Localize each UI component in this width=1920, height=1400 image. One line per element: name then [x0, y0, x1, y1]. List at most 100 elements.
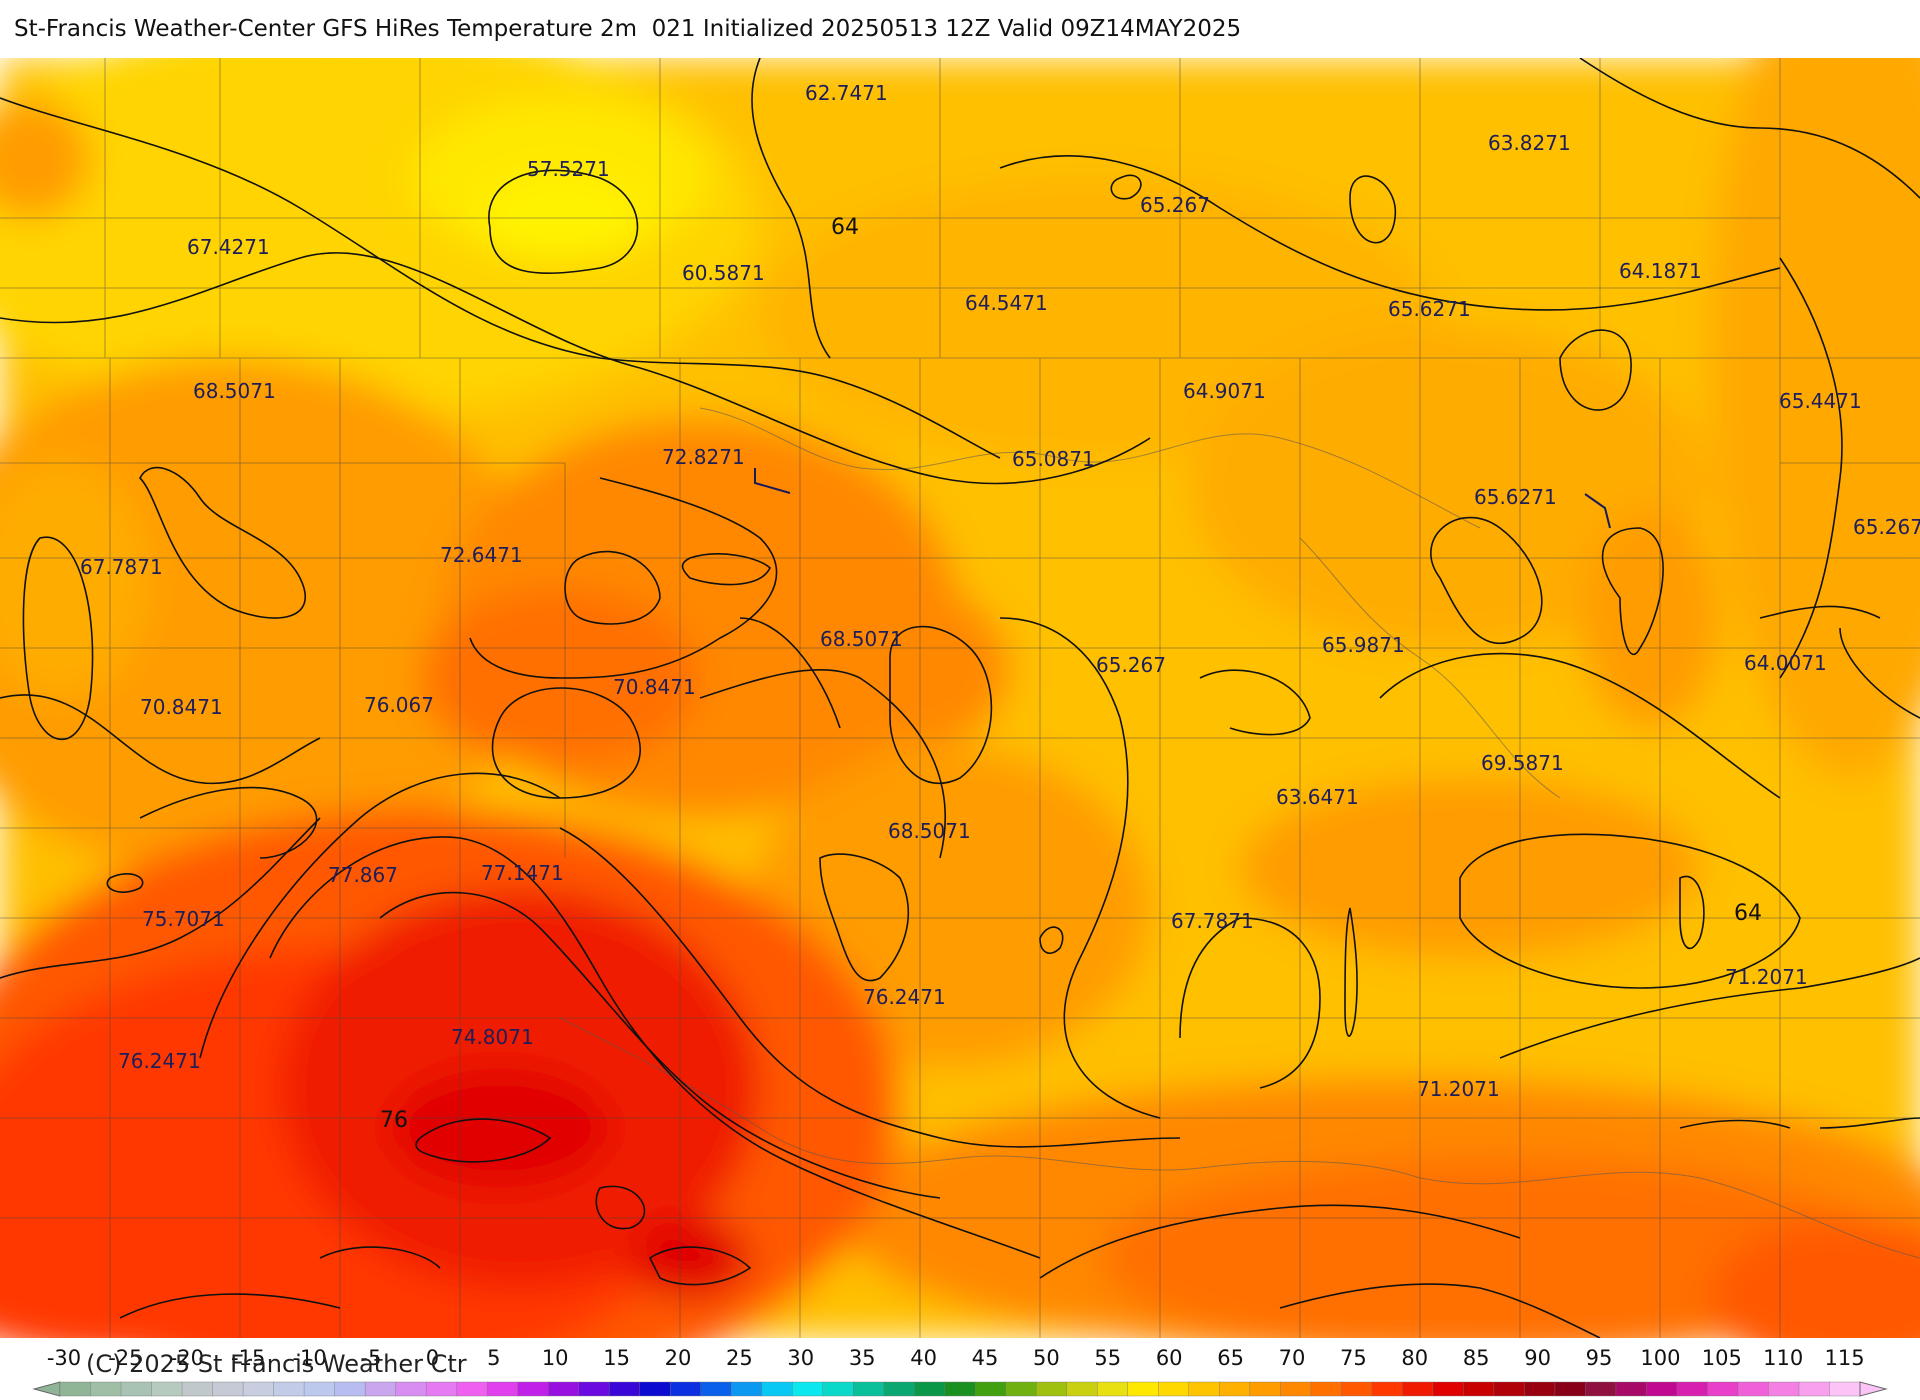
- colorbar-swatch: [1707, 1381, 1739, 1397]
- colorbar-tick-label: 75: [1340, 1346, 1367, 1370]
- colorbar-tick-label: -20: [169, 1346, 204, 1370]
- colorbar-swatch: [120, 1381, 153, 1397]
- colorbar-swatch: [181, 1381, 214, 1397]
- colorbar-tick-label: 25: [726, 1346, 753, 1370]
- colorbar-tick-label: -25: [108, 1346, 143, 1370]
- value-label: 60.5871: [682, 261, 765, 285]
- colorbar-swatch: [975, 1381, 1007, 1397]
- colorbar-swatch: [1188, 1381, 1221, 1397]
- colorbar-swatch: [395, 1381, 427, 1397]
- value-label: 69.5871: [1481, 751, 1564, 775]
- colorbar-swatch: [1615, 1381, 1648, 1397]
- value-label: 67.7871: [80, 555, 163, 579]
- colorbar-swatch: [425, 1381, 458, 1397]
- value-label: 75.7071: [142, 907, 225, 931]
- colorbar-swatch: [761, 1381, 793, 1397]
- value-label: 64: [1734, 901, 1762, 926]
- colorbar-swatch: [639, 1381, 671, 1397]
- colorbar-swatch: [151, 1381, 183, 1397]
- colorbar-swatch: [1829, 1381, 1861, 1397]
- colorbar-tick-label: 40: [910, 1346, 937, 1370]
- colorbar-tick-label: 115: [1824, 1346, 1865, 1370]
- value-label: 65.9871: [1322, 633, 1405, 657]
- colorbar-swatch: [578, 1381, 610, 1397]
- colorbar-swatch: [1493, 1381, 1526, 1397]
- colorbar-swatch: [364, 1381, 397, 1397]
- colorbar-tick-label: 30: [787, 1346, 815, 1370]
- colorbar-swatch: [822, 1381, 854, 1397]
- value-label: 64.1871: [1619, 259, 1702, 283]
- colorbar-swatch: [700, 1381, 732, 1397]
- value-label: 77.867: [328, 863, 398, 887]
- colorbar-swatch: [1768, 1381, 1800, 1397]
- rivers: [559, 407, 1920, 1259]
- value-label: 72.8271: [662, 445, 745, 469]
- copyright-text: (C) 2025 St Francis Weather Ctr: [86, 1350, 467, 1378]
- colorbar-swatch: [1524, 1381, 1556, 1397]
- colorbar-swatch: [853, 1381, 885, 1397]
- colorbar-swatch: [1127, 1381, 1160, 1397]
- colorbar-panel: (C) 2025 St Francis Weather Ctr -30 -25 -2…: [0, 1338, 1920, 1400]
- colorbar-swatch: [1554, 1381, 1587, 1397]
- colorbar-swatch: [1737, 1381, 1770, 1397]
- colorbar-tick-label: 65: [1217, 1346, 1244, 1370]
- colorbar-swatch: [1798, 1381, 1831, 1397]
- wind-barbs: [754, 468, 1611, 529]
- colorbar-swatch: [517, 1381, 549, 1397]
- value-label: 65.267: [1096, 653, 1166, 677]
- colorbar-tick-label: 95: [1585, 1346, 1613, 1370]
- value-label: 76.2471: [863, 985, 946, 1009]
- colorbar-swatch: [1097, 1381, 1129, 1397]
- colorbar-tick-label: 10: [541, 1346, 569, 1370]
- colorbar-swatch: [1646, 1381, 1678, 1397]
- colorbar-tick-label: 50: [1033, 1346, 1060, 1370]
- colorbar-tick-label: -15: [231, 1346, 266, 1370]
- colorbar-tick-label: 105: [1701, 1346, 1742, 1370]
- colorbar-tick-label: -30: [46, 1346, 82, 1370]
- colorbar-swatch: [334, 1381, 366, 1397]
- colorbar-swatch: [730, 1381, 763, 1397]
- value-label: 65.267: [1853, 515, 1920, 539]
- colorbar-swatch: [1341, 1381, 1373, 1397]
- colorbar-tick-label: 0: [425, 1346, 440, 1370]
- value-label: 67.4271: [187, 235, 270, 259]
- colorbar-tick-label: 85: [1462, 1346, 1490, 1370]
- colorbar-swatch: [669, 1381, 702, 1397]
- colorbar-swatch: [1402, 1381, 1434, 1397]
- value-label: 65.0871: [1012, 447, 1095, 471]
- temperature-fill: [0, 58, 1920, 1338]
- value-label: 70.8471: [140, 695, 223, 719]
- temperature-map: 62.7471 57.5271 63.8271 65.267 67.4271 64 60.5…: [0, 58, 1920, 1338]
- colorbar-swatch: [1158, 1381, 1190, 1397]
- colorbar-tick-label: -5: [360, 1346, 382, 1370]
- colorbar-tick-label: -10: [292, 1346, 327, 1370]
- colorbar-tick-label: 35: [848, 1346, 876, 1370]
- colorbar-tick-label: 5: [487, 1346, 501, 1370]
- colorbar-swatch: [456, 1381, 488, 1397]
- value-label: 65.4471: [1779, 389, 1862, 413]
- value-label: 68.5071: [820, 627, 903, 651]
- colorbar: [32, 1381, 1888, 1397]
- colorbar-tick-label: 110: [1763, 1346, 1804, 1370]
- colorbar-tick-label: 70: [1278, 1346, 1306, 1370]
- value-label: 68.5071: [193, 379, 276, 403]
- colorbar-swatch: [1066, 1381, 1098, 1397]
- value-label: 77.1471: [481, 861, 564, 885]
- colorbar-swatch: [1432, 1381, 1465, 1397]
- value-label: 67.7871: [1171, 909, 1254, 933]
- colorbar-tick-label: 45: [971, 1346, 999, 1370]
- colorbar-tick-label: 100: [1640, 1346, 1681, 1370]
- colorbar-tick-label: 55: [1094, 1346, 1122, 1370]
- value-labels: 62.7471 57.5271 63.8271 65.267 67.4271 64 60.5…: [80, 81, 1920, 1133]
- colorbar-swatch: [1310, 1381, 1343, 1397]
- value-label: 65.267: [1140, 193, 1210, 217]
- colorbar-swatch: [273, 1381, 305, 1397]
- value-label: 68.5071: [888, 819, 971, 843]
- value-label: 65.6271: [1474, 485, 1557, 509]
- colorbar-tick-label: 80: [1401, 1346, 1429, 1370]
- value-label: 64.9071: [1183, 379, 1266, 403]
- colorbar-swatch: [944, 1381, 976, 1397]
- colorbar-swatch: [1219, 1381, 1251, 1397]
- value-label: 62.7471: [805, 81, 888, 105]
- colorbar-swatch: [1371, 1381, 1404, 1397]
